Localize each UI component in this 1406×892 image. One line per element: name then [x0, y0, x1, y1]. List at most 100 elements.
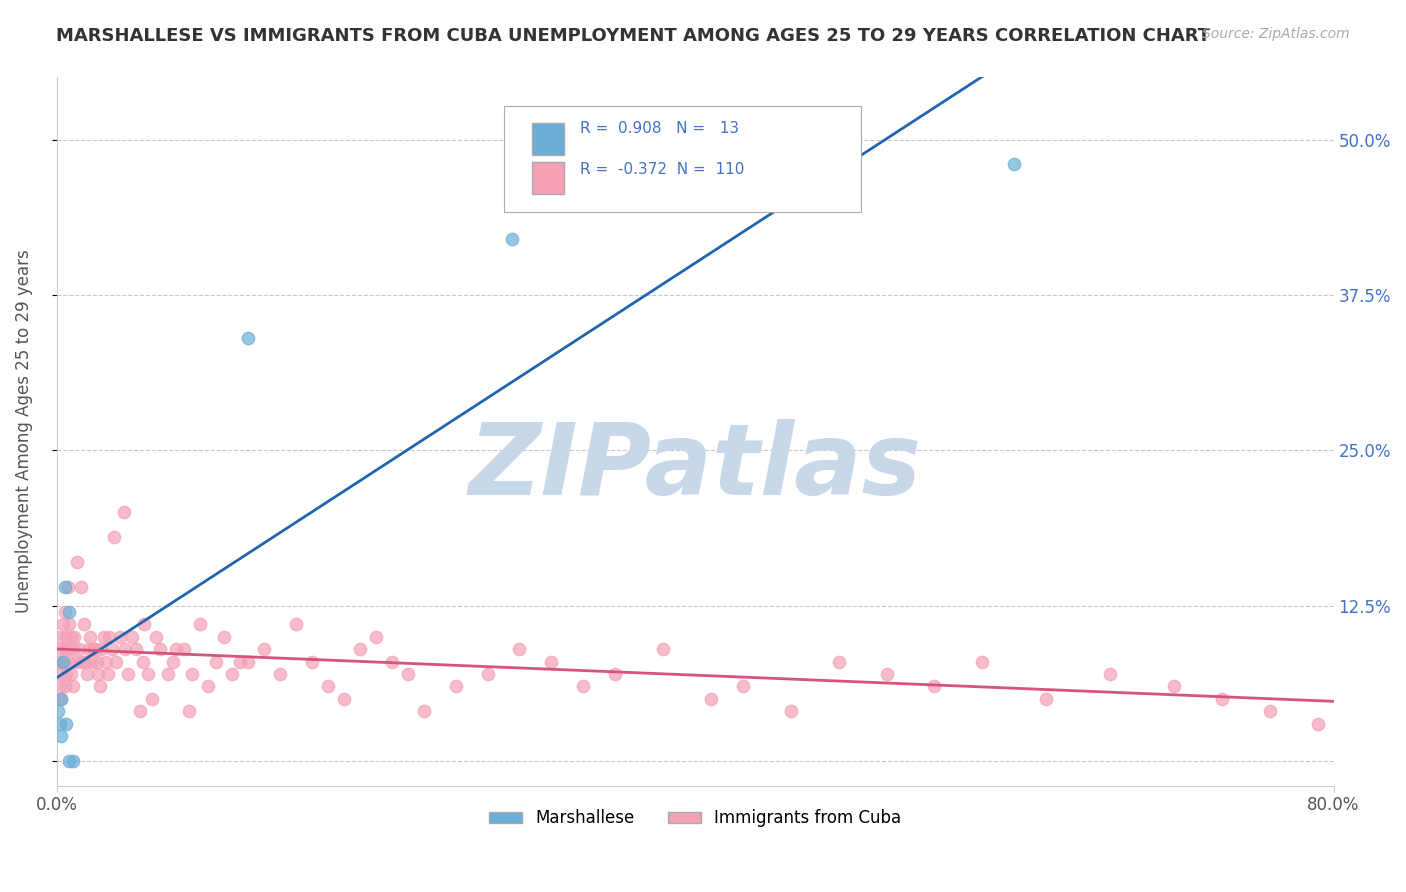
Point [972, 655, 994, 669]
Point [51, 691, 73, 706]
Point [86, 655, 108, 669]
Point [1163, 679, 1185, 693]
Point [157, 667, 180, 681]
Point [46, 655, 69, 669]
Text: Source: ZipAtlas.com: Source: ZipAtlas.com [1202, 27, 1350, 41]
Point [316, 679, 339, 693]
Point [364, 630, 387, 644]
Point [59, 667, 82, 681]
Point [80, 655, 103, 669]
Point [98, 630, 121, 644]
Point [51, 729, 73, 743]
Point [67, 642, 90, 657]
Point [181, 667, 204, 681]
Point [333, 691, 356, 706]
Point [94, 655, 117, 669]
Point [46, 704, 69, 718]
Point [700, 691, 723, 706]
Point [55, 716, 77, 731]
Point [349, 642, 371, 657]
Point [53, 580, 76, 594]
Point [1258, 704, 1281, 718]
Point [1099, 667, 1122, 681]
Point [477, 667, 499, 681]
Point [49, 716, 72, 731]
Point [55, 630, 77, 644]
Point [65, 655, 87, 669]
Point [114, 642, 136, 657]
Point [1371, 691, 1393, 706]
Point [876, 667, 898, 681]
Point [79, 630, 101, 644]
Point [508, 642, 530, 657]
Point [58, 754, 80, 768]
Y-axis label: Unemployment Among Ages 25 to 29 years: Unemployment Among Ages 25 to 29 years [15, 250, 32, 614]
Point [76, 667, 98, 681]
Point [49, 679, 72, 693]
Point [125, 642, 148, 657]
Point [84, 642, 107, 657]
Point [924, 679, 946, 693]
Point [97, 667, 120, 681]
Point [75, 655, 97, 669]
Point [396, 667, 419, 681]
Point [103, 530, 125, 544]
Point [49, 630, 72, 644]
Point [89, 679, 111, 693]
Point [70, 655, 93, 669]
Point [1035, 691, 1057, 706]
Point [652, 642, 675, 657]
Point [141, 691, 163, 706]
Point [1002, 157, 1025, 171]
FancyBboxPatch shape [531, 162, 564, 194]
Point [59, 630, 82, 644]
Point [90, 642, 112, 657]
Point [236, 331, 259, 345]
Point [56, 580, 79, 594]
Point [285, 617, 308, 632]
Point [134, 617, 156, 632]
Point [205, 655, 228, 669]
Point [55, 667, 77, 681]
Point [236, 655, 259, 669]
Point [110, 630, 132, 644]
Point [269, 667, 291, 681]
Point [501, 232, 523, 246]
Point [53, 605, 76, 619]
Point [112, 505, 135, 519]
Point [53, 642, 76, 657]
Point [52, 655, 75, 669]
Point [197, 679, 219, 693]
Point [56, 642, 79, 657]
Point [145, 630, 167, 644]
FancyBboxPatch shape [503, 106, 860, 212]
Point [1402, 704, 1406, 718]
Point [162, 655, 184, 669]
Text: R =  -0.372  N =  110: R = -0.372 N = 110 [581, 162, 745, 178]
Point [117, 667, 139, 681]
Point [58, 655, 80, 669]
Point [128, 704, 150, 718]
Point [52, 655, 75, 669]
Point [149, 642, 172, 657]
Point [58, 617, 80, 632]
Point [572, 679, 595, 693]
Point [51, 691, 73, 706]
Point [229, 655, 252, 669]
Point [63, 630, 86, 644]
Point [253, 642, 276, 657]
Point [779, 704, 801, 718]
FancyBboxPatch shape [531, 123, 564, 155]
Point [73, 617, 96, 632]
Point [93, 630, 115, 644]
Point [77, 642, 100, 657]
Text: MARSHALLESE VS IMMIGRANTS FROM CUBA UNEMPLOYMENT AMONG AGES 25 TO 29 YEARS CORRE: MARSHALLESE VS IMMIGRANTS FROM CUBA UNEM… [56, 27, 1211, 45]
Point [53, 679, 76, 693]
Point [51, 642, 73, 657]
Point [58, 605, 80, 619]
Point [52, 617, 75, 632]
Point [1339, 667, 1361, 681]
Text: ZIPatlas: ZIPatlas [468, 418, 921, 516]
Point [1211, 691, 1233, 706]
Point [177, 704, 200, 718]
